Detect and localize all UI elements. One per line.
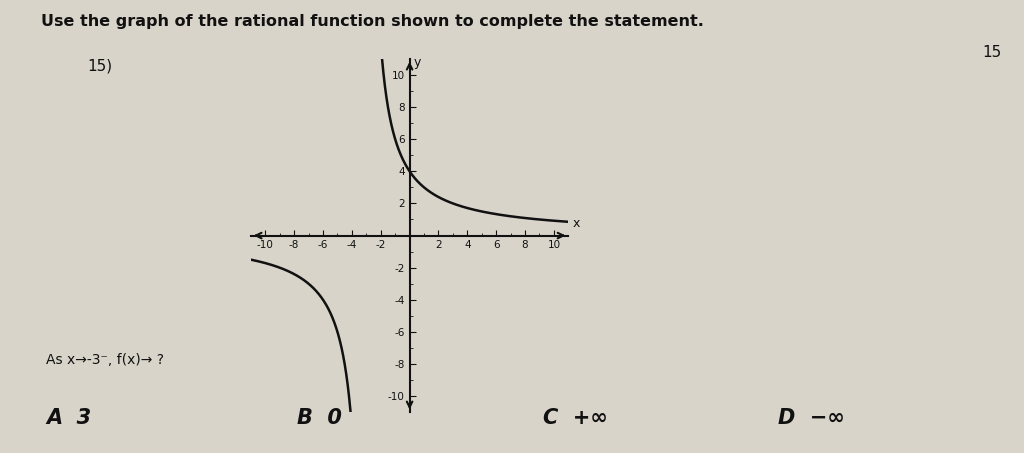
Text: As x→-3⁻, f(x)→ ?: As x→-3⁻, f(x)→ ? xyxy=(46,353,164,367)
Text: A  3: A 3 xyxy=(46,408,91,428)
Text: D  −∞: D −∞ xyxy=(778,408,845,428)
Text: 15): 15) xyxy=(87,59,113,74)
Text: 15: 15 xyxy=(982,45,1001,60)
Text: y: y xyxy=(414,56,421,69)
Text: x: x xyxy=(572,217,580,230)
Text: Use the graph of the rational function shown to complete the statement.: Use the graph of the rational function s… xyxy=(41,14,703,29)
Text: B  0: B 0 xyxy=(297,408,342,428)
Text: C  +∞: C +∞ xyxy=(543,408,607,428)
